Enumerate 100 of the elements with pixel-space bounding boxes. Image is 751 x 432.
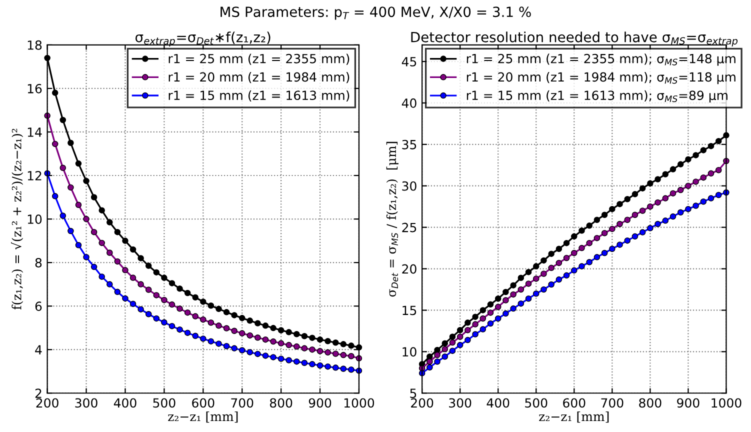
point [130, 274, 136, 281]
y-tick-label: 15 [402, 306, 416, 316]
point [68, 228, 74, 234]
point [487, 320, 494, 327]
point [316, 348, 324, 354]
point [301, 360, 308, 366]
point [578, 263, 585, 270]
point [90, 194, 98, 200]
point [563, 240, 570, 246]
point [677, 186, 684, 194]
y-tick-label: 45 [402, 57, 416, 66]
point [692, 202, 699, 209]
point [571, 267, 578, 274]
point [138, 281, 144, 288]
point [654, 176, 661, 182]
point [122, 295, 128, 302]
point [502, 310, 509, 317]
point [332, 340, 339, 346]
point [316, 362, 324, 369]
point [348, 342, 354, 349]
point [223, 309, 230, 316]
point [647, 203, 654, 210]
point [60, 164, 66, 172]
point [654, 199, 661, 206]
legend-label: r1 = 15 mm (z1 = 1613 mm) [168, 90, 350, 102]
point [286, 342, 292, 348]
point [487, 301, 494, 308]
point [532, 276, 540, 282]
point [556, 260, 562, 266]
point [153, 292, 160, 298]
point [161, 319, 168, 326]
x-tick-label: 300 [449, 398, 472, 408]
point [464, 336, 471, 344]
point [278, 356, 284, 362]
point [700, 174, 707, 181]
point [348, 352, 354, 360]
x-tick-label: 800 [270, 398, 292, 408]
point [426, 364, 433, 371]
point [472, 314, 478, 320]
x-axis-title: z₂−z₁ [mm] [539, 411, 609, 423]
point [262, 336, 269, 343]
point [340, 352, 347, 358]
point [601, 230, 608, 236]
point [662, 195, 669, 202]
y-tick-label: 35 [402, 140, 416, 150]
point [670, 166, 676, 172]
point [114, 228, 121, 236]
point [138, 255, 144, 262]
point [442, 354, 448, 360]
point [525, 280, 532, 287]
x-tick-label: 1000 [712, 398, 742, 408]
point [200, 298, 206, 305]
point [332, 364, 339, 371]
point [594, 254, 600, 260]
point [223, 325, 230, 332]
point [502, 297, 509, 304]
point [624, 216, 630, 223]
point [254, 320, 261, 326]
point [449, 348, 456, 354]
y-tick-label: 2 [35, 388, 42, 398]
point [594, 234, 600, 242]
point [449, 339, 456, 346]
point [60, 212, 66, 219]
y-tick-label: 8 [35, 258, 42, 268]
point [548, 281, 554, 288]
point [231, 345, 238, 352]
point [161, 274, 168, 281]
point [238, 314, 246, 322]
point [708, 170, 714, 177]
point [472, 331, 478, 338]
point [510, 305, 516, 312]
point [456, 342, 464, 348]
point [662, 171, 669, 178]
point [223, 342, 230, 350]
point [616, 220, 623, 228]
point [208, 302, 214, 309]
point [639, 208, 646, 214]
point [556, 276, 562, 283]
point [685, 156, 692, 162]
point [609, 206, 616, 212]
point [122, 238, 128, 244]
x-tick-label: 1000 [344, 398, 374, 408]
point [301, 332, 308, 340]
point [456, 334, 464, 340]
x-tick-label: 600 [192, 398, 214, 408]
point [540, 286, 547, 293]
point [434, 352, 440, 358]
point [586, 240, 592, 246]
x-axis-title: z₂−z₁ [mm] [168, 411, 238, 423]
x-tick-label: 300 [75, 398, 98, 408]
point [632, 191, 638, 198]
point [586, 259, 592, 266]
point [601, 212, 608, 218]
point [494, 304, 502, 310]
x-tick-label: 200 [36, 398, 58, 408]
point [138, 306, 144, 312]
x-tick-label: 400 [486, 398, 510, 408]
point [632, 212, 638, 218]
point [324, 338, 331, 344]
point [270, 338, 276, 345]
